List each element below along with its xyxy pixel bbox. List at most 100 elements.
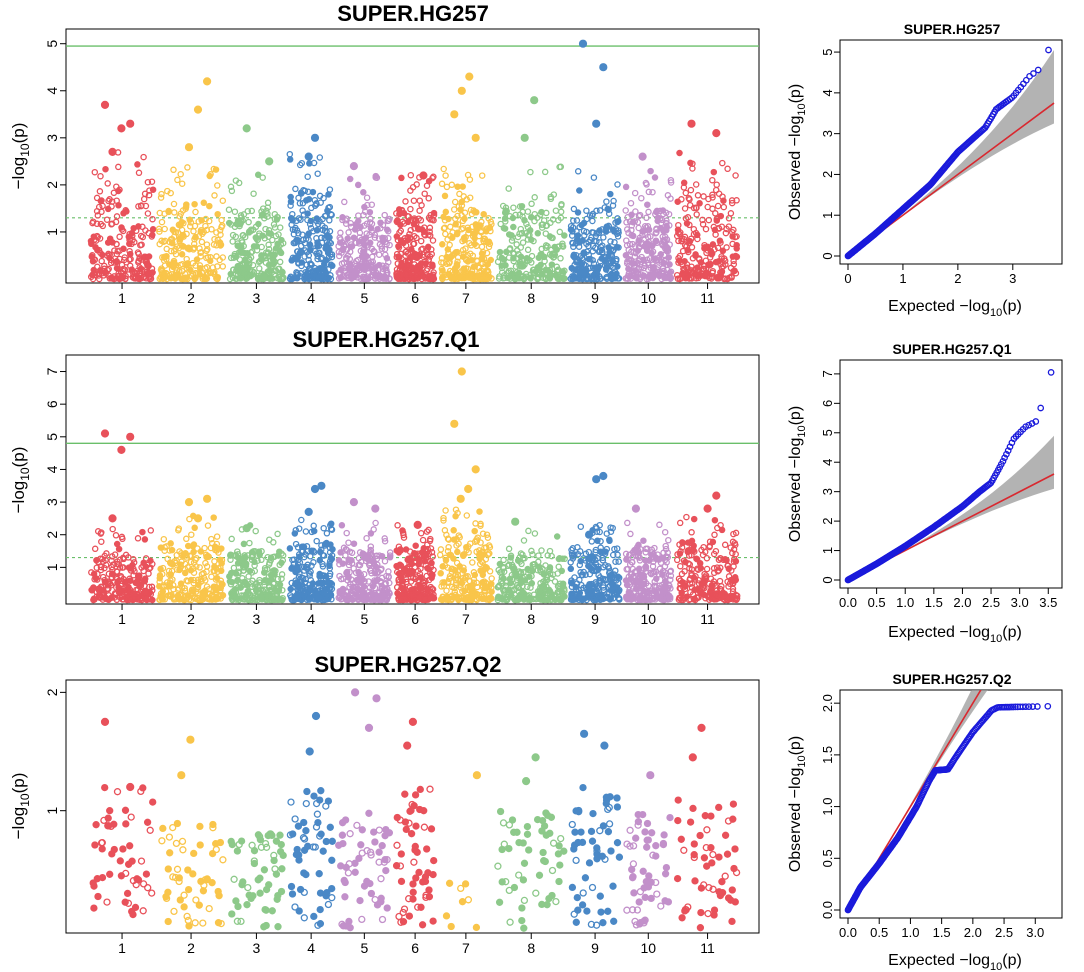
snp-point xyxy=(201,587,209,594)
y-tick-label: 3 xyxy=(44,134,60,142)
snp-point xyxy=(227,254,235,262)
snp-point xyxy=(141,190,149,198)
snp-point xyxy=(712,186,720,194)
snp-point xyxy=(327,520,335,527)
snp-point xyxy=(654,217,661,225)
snp-point xyxy=(293,254,300,261)
snp-point xyxy=(240,265,248,273)
snp-point xyxy=(471,527,478,535)
x-tick-label: 11 xyxy=(700,290,715,306)
snp-point xyxy=(361,208,369,215)
snp-point xyxy=(200,228,207,236)
snp-point xyxy=(137,202,145,210)
snp-point xyxy=(176,596,183,603)
snp-point xyxy=(261,569,268,576)
snp-point xyxy=(645,226,653,234)
snp-point xyxy=(583,207,590,214)
top-hit-point xyxy=(687,119,696,128)
snp-point xyxy=(585,255,593,263)
snp-point xyxy=(115,545,123,553)
snp-point xyxy=(202,222,209,230)
snp-point xyxy=(384,227,392,235)
snp-point xyxy=(188,531,195,538)
snp-point xyxy=(309,580,317,587)
snp-point xyxy=(370,247,377,255)
snp-point xyxy=(383,262,390,270)
snp-point xyxy=(208,226,215,233)
snp-point xyxy=(375,251,383,258)
snp-point xyxy=(148,178,156,185)
manhattan-title-2: SUPER.HG257.Q1 xyxy=(292,327,479,352)
snp-point xyxy=(294,238,301,245)
snp-point xyxy=(417,237,425,245)
snp-point xyxy=(644,201,651,208)
snp-point xyxy=(505,545,513,553)
snp-point xyxy=(263,592,271,599)
snp-point xyxy=(231,223,239,231)
snp-point xyxy=(216,556,224,564)
snp-point xyxy=(341,198,348,206)
snp-point xyxy=(369,264,376,271)
snp-point xyxy=(627,199,635,207)
snp-point xyxy=(99,587,107,594)
snp-point xyxy=(105,265,112,273)
snp-point xyxy=(338,260,346,267)
snp-point xyxy=(141,536,149,543)
snp-point xyxy=(140,153,147,161)
snp-point xyxy=(337,549,344,556)
snp-point xyxy=(97,220,105,228)
snp-point xyxy=(534,230,542,237)
snp-point xyxy=(573,236,581,243)
snp-point xyxy=(139,223,146,231)
snp-point xyxy=(163,245,170,253)
top-hit-point xyxy=(117,124,126,133)
snp-point xyxy=(173,262,180,269)
snp-point xyxy=(553,533,561,540)
snp-point xyxy=(716,237,724,244)
snp-point xyxy=(574,168,582,175)
snp-point xyxy=(240,242,247,250)
snp-point xyxy=(378,552,386,560)
snp-point xyxy=(288,257,295,264)
snp-point xyxy=(226,578,234,585)
snp-point xyxy=(240,211,248,218)
snp-point xyxy=(357,579,364,586)
snp-point xyxy=(109,275,117,282)
snp-point xyxy=(135,203,142,210)
snp-point xyxy=(666,261,673,268)
snp-point xyxy=(190,244,197,252)
snp-point xyxy=(321,224,329,231)
snp-point xyxy=(614,573,622,581)
snp-point xyxy=(345,539,352,546)
snp-point xyxy=(478,172,486,179)
snp-point xyxy=(441,192,449,200)
snp-point xyxy=(252,234,260,241)
snp-point xyxy=(350,540,358,547)
snp-point xyxy=(665,536,672,544)
snp-point xyxy=(640,537,647,544)
snp-point xyxy=(105,197,112,205)
top-hit-point xyxy=(471,133,480,142)
snp-point xyxy=(350,565,357,572)
snp-point xyxy=(287,273,294,281)
snp-point xyxy=(354,256,362,264)
snp-point xyxy=(230,564,238,572)
snp-point xyxy=(478,243,486,251)
snp-point xyxy=(681,205,689,212)
snp-point xyxy=(213,253,220,260)
snp-point xyxy=(235,248,243,256)
snp-point xyxy=(439,241,446,248)
snp-point xyxy=(496,560,504,568)
snp-point xyxy=(608,275,616,283)
snp-point xyxy=(216,227,224,234)
snp-point xyxy=(624,519,631,527)
snp-point xyxy=(404,236,412,244)
snp-point xyxy=(345,574,352,581)
snp-point xyxy=(299,207,306,214)
snp-point xyxy=(377,224,384,232)
snp-point xyxy=(337,236,344,243)
top-hit-point xyxy=(108,147,117,156)
snp-point xyxy=(465,226,472,234)
snp-point xyxy=(442,556,450,564)
snp-point xyxy=(149,226,157,233)
